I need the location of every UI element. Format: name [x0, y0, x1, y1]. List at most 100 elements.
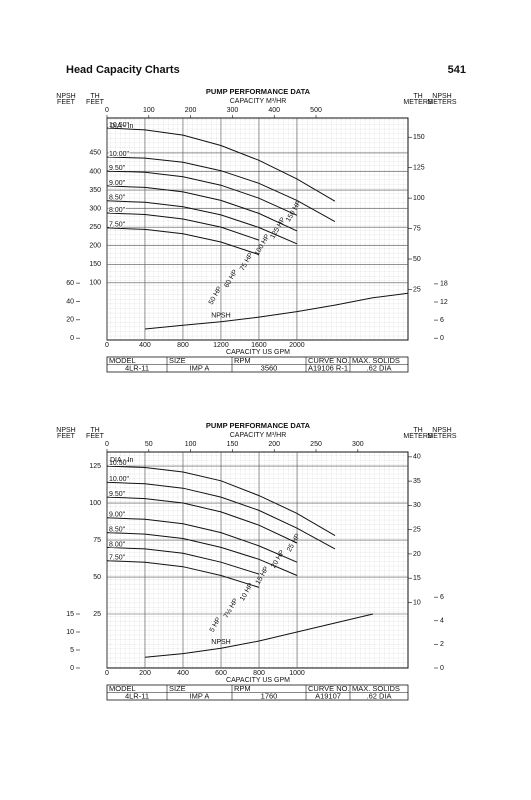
npsh-curve: [144, 292, 409, 330]
y-tick-label: 350: [89, 187, 101, 194]
head-curve: [106, 185, 298, 232]
table-header: SIZE: [169, 356, 186, 365]
x-tick-label: 1200: [213, 342, 229, 349]
table-cell: .62 DIA: [366, 691, 391, 700]
x-tick-label: 2000: [289, 342, 305, 349]
y-tick-label: 100: [89, 280, 101, 287]
series-label: 10.50": [109, 460, 130, 467]
axis-unit-label: NPSH: [56, 93, 75, 100]
axis-unit-label: FEET: [57, 433, 76, 440]
x-tick-label: 1600: [251, 342, 267, 349]
dia-label: DIA - In: [110, 123, 133, 130]
y-tick-label: 75: [93, 537, 101, 544]
x2-axis-label: CAPACITY M³/HR: [230, 432, 287, 439]
y3-tick-label: 30: [413, 502, 421, 509]
y3-tick-label: 25: [413, 286, 421, 293]
y-tick-label: 300: [89, 205, 101, 212]
y2-tick-label: 0: [70, 335, 74, 342]
x-tick-label: 600: [215, 670, 227, 677]
y3-tick-label: 25: [413, 527, 421, 534]
axis-unit-label: FEET: [86, 99, 105, 106]
series-label: 9.50": [109, 491, 126, 498]
y3-tick-label: 20: [413, 551, 421, 558]
axis-unit-label: NPSH: [432, 427, 451, 434]
series-label: 9.50": [109, 165, 126, 172]
x2-tick-label: 0: [105, 441, 109, 448]
table-header: RPM: [234, 684, 251, 693]
y-tick-label: 200: [89, 243, 101, 250]
series-label: 10.00": [109, 151, 130, 158]
axis-unit-label: TH: [413, 93, 422, 100]
x2-tick-label: 300: [227, 107, 239, 114]
y2-tick-label: 40: [66, 298, 74, 305]
y4-tick-label: 6: [440, 317, 444, 324]
head-curve: [106, 200, 298, 245]
head-curve: [106, 212, 260, 241]
head-curve: [106, 532, 298, 576]
series-label: 8.50": [109, 526, 126, 533]
axis-unit-label: TH: [90, 427, 99, 434]
x2-axis-label: CAPACITY M³/HR: [230, 98, 287, 105]
x2-tick-label: 400: [268, 107, 280, 114]
series-label: 8.50": [109, 195, 126, 202]
x-tick-label: 400: [139, 342, 151, 349]
axis-unit-label: TH: [90, 93, 99, 100]
y2-tick-label: 20: [66, 317, 74, 324]
x-axis-label: CAPACITY US GPM: [226, 677, 290, 684]
x2-tick-label: 300: [352, 441, 364, 448]
head-curve: [106, 496, 298, 544]
y3-tick-label: 125: [413, 165, 425, 172]
y-tick-label: 50: [93, 574, 101, 581]
x2-tick-label: 200: [185, 107, 197, 114]
x2-tick-label: 100: [143, 107, 155, 114]
table-header: MODEL: [109, 684, 136, 693]
y-tick-label: 250: [89, 224, 101, 231]
table-header: CURVE NO.: [308, 684, 350, 693]
y3-tick-label: 150: [413, 134, 425, 141]
page-number: 541: [448, 64, 466, 76]
x2-tick-label: 250: [310, 441, 322, 448]
y3-tick-label: 40: [413, 454, 421, 461]
table-header: MODEL: [109, 356, 136, 365]
y3-tick-label: 35: [413, 478, 421, 485]
axis-unit-label: NPSH: [56, 427, 75, 434]
npsh-curve: [144, 613, 374, 658]
table-header: MAX. SOLIDS: [352, 356, 400, 365]
head-curve: [106, 481, 336, 550]
y4-tick-label: 0: [440, 665, 444, 672]
y3-tick-label: 75: [413, 225, 421, 232]
table-cell: A19107: [315, 691, 341, 700]
series-label: NPSH: [211, 312, 230, 319]
table-header: MAX. SOLIDS: [352, 684, 400, 693]
y-tick-label: 100: [89, 500, 101, 507]
x2-tick-label: 100: [185, 441, 197, 448]
series-label: 8.00": [109, 541, 126, 548]
head-curve: [106, 465, 336, 537]
y2-tick-label: 0: [70, 665, 74, 672]
y3-tick-label: 100: [413, 195, 425, 202]
chart-title: PUMP PERFORMANCE DATA: [206, 421, 311, 430]
y-tick-label: 150: [89, 261, 101, 268]
axis-unit-label: METERS: [403, 99, 433, 106]
x-tick-label: 1000: [289, 670, 305, 677]
head-curve: [106, 227, 260, 256]
chart-title: PUMP PERFORMANCE DATA: [206, 87, 311, 96]
axis-unit-label: NPSH: [432, 93, 451, 100]
series-label: 9.00": [109, 180, 126, 187]
table-cell: 4LR-11: [125, 691, 149, 700]
y-tick-label: 125: [89, 463, 101, 470]
y3-tick-label: 10: [413, 599, 421, 606]
axis-unit-label: METERS: [427, 433, 457, 440]
y4-tick-label: 0: [440, 335, 444, 342]
table-cell: IMP A: [190, 363, 210, 372]
series-label: NPSH: [211, 639, 230, 646]
axis-unit-label: FEET: [86, 433, 105, 440]
x-tick-label: 800: [177, 342, 189, 349]
x-tick-label: 400: [177, 670, 189, 677]
page-title: Head Capacity Charts: [66, 64, 180, 76]
series-label: 10.00": [109, 476, 130, 483]
y2-tick-label: 10: [66, 629, 74, 636]
head-curve: [106, 127, 336, 202]
series-label: 10.50": [109, 122, 130, 129]
